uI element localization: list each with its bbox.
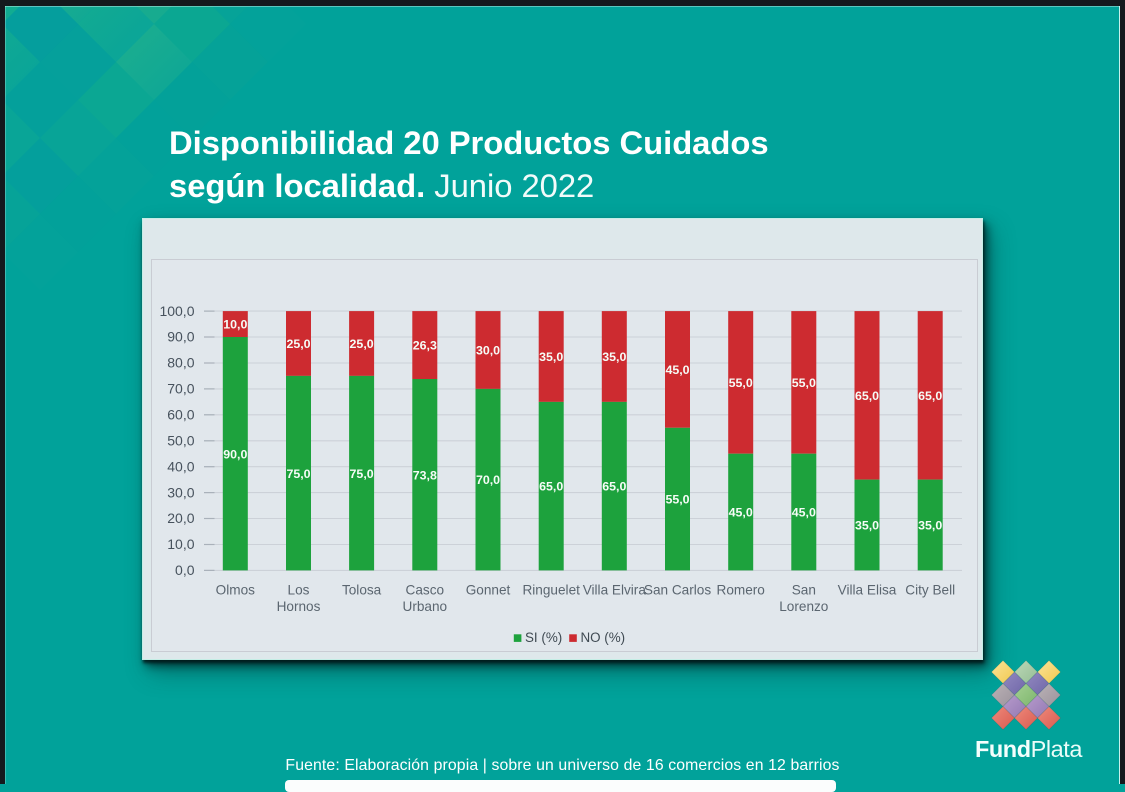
svg-text:25,0: 25,0 xyxy=(350,337,374,351)
svg-text:Tolosa: Tolosa xyxy=(342,583,382,598)
svg-text:35,0: 35,0 xyxy=(855,519,879,533)
svg-text:35,0: 35,0 xyxy=(918,519,942,533)
svg-text:55,0: 55,0 xyxy=(792,376,816,390)
svg-text:Ringuelet: Ringuelet xyxy=(522,583,580,598)
svg-text:70,0: 70,0 xyxy=(476,473,500,487)
svg-text:40,0: 40,0 xyxy=(167,458,194,474)
svg-text:20,0: 20,0 xyxy=(167,510,194,526)
svg-text:25,0: 25,0 xyxy=(286,337,310,351)
svg-text:55,0: 55,0 xyxy=(665,493,689,507)
svg-text:75,0: 75,0 xyxy=(350,467,374,481)
svg-text:65,0: 65,0 xyxy=(539,480,563,494)
svg-text:San: San xyxy=(792,583,816,598)
svg-text:35,0: 35,0 xyxy=(539,350,563,364)
svg-text:Villa Elisa: Villa Elisa xyxy=(838,583,897,598)
svg-text:55,0: 55,0 xyxy=(729,376,753,390)
svg-text:100,0: 100,0 xyxy=(159,303,194,319)
svg-text:60,0: 60,0 xyxy=(167,407,194,423)
svg-text:73,8: 73,8 xyxy=(413,468,437,482)
svg-text:SI (%): SI (%) xyxy=(525,630,562,645)
svg-text:70,0: 70,0 xyxy=(167,381,194,397)
svg-text:45,0: 45,0 xyxy=(729,506,753,520)
svg-text:NO (%): NO (%) xyxy=(581,630,626,645)
svg-text:Gonnet: Gonnet xyxy=(466,583,511,598)
svg-text:50,0: 50,0 xyxy=(167,432,194,448)
svg-text:Romero: Romero xyxy=(717,583,765,598)
svg-text:35,0: 35,0 xyxy=(602,350,626,364)
svg-text:10,0: 10,0 xyxy=(167,536,194,552)
svg-text:10,0: 10,0 xyxy=(223,318,247,332)
svg-text:Hornos: Hornos xyxy=(277,599,321,614)
svg-text:30,0: 30,0 xyxy=(167,484,194,500)
svg-text:65,0: 65,0 xyxy=(855,389,879,403)
svg-text:65,0: 65,0 xyxy=(602,480,626,494)
svg-text:45,0: 45,0 xyxy=(665,363,689,377)
svg-text:0,0: 0,0 xyxy=(175,562,195,578)
svg-text:26,3: 26,3 xyxy=(413,339,437,353)
svg-text:80,0: 80,0 xyxy=(167,355,194,371)
svg-text:Urbano: Urbano xyxy=(403,599,448,614)
svg-text:Lorenzo: Lorenzo xyxy=(779,599,828,614)
svg-text:Villa Elvira: Villa Elvira xyxy=(583,583,647,598)
svg-text:30,0: 30,0 xyxy=(476,344,500,358)
svg-text:65,0: 65,0 xyxy=(918,389,942,403)
svg-text:75,0: 75,0 xyxy=(286,467,310,481)
svg-text:San Carlos: San Carlos xyxy=(644,583,711,598)
svg-text:Casco: Casco xyxy=(406,583,445,598)
svg-text:90,0: 90,0 xyxy=(223,447,247,461)
svg-text:90,0: 90,0 xyxy=(167,329,194,345)
svg-text:Los: Los xyxy=(288,583,310,598)
svg-text:City Bell: City Bell xyxy=(905,583,955,598)
svg-text:45,0: 45,0 xyxy=(792,506,816,520)
svg-text:Olmos: Olmos xyxy=(216,583,255,598)
